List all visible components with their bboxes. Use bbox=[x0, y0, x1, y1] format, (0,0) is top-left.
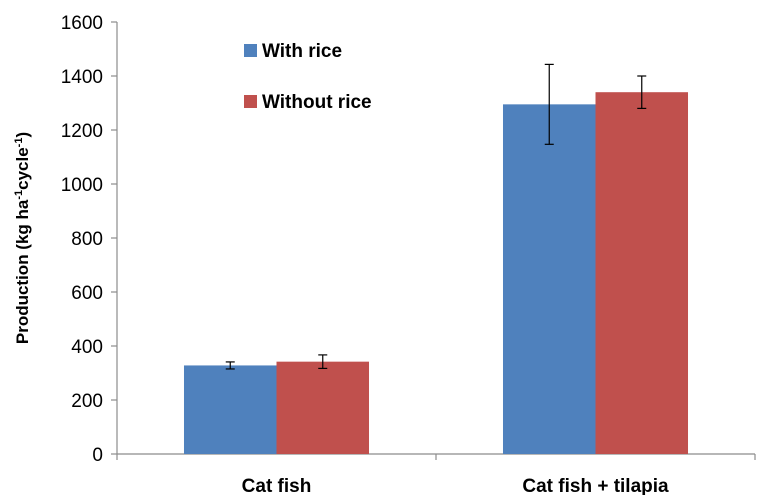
x-category-label: Cat fish + tilapia bbox=[522, 476, 669, 495]
y-tick-label: 200 bbox=[71, 391, 103, 412]
error-bar-with-rice bbox=[225, 361, 235, 370]
legend-swatch-without-rice bbox=[244, 95, 257, 108]
y-tick-label: 1600 bbox=[61, 13, 103, 34]
bar-without-rice bbox=[276, 361, 370, 454]
y-tick-label: 1400 bbox=[61, 67, 103, 88]
legend-item-without-rice: Without rice bbox=[244, 92, 372, 113]
y-ticks: 0 200 400 600 800 1000 1200 1400 1600 bbox=[61, 13, 117, 466]
bar-with-rice bbox=[183, 365, 277, 454]
legend-label-without-rice: Without rice bbox=[262, 92, 372, 113]
y-axis-label-mid: cycle bbox=[13, 147, 32, 190]
y-axis-label: Production (kg ha-1cycle-1) bbox=[13, 132, 32, 344]
legend: With rice Without rice bbox=[244, 41, 372, 113]
y-tick-label: 400 bbox=[71, 337, 103, 358]
x-ticks: Cat fish Cat fish + tilapia bbox=[116, 454, 756, 495]
error-bar-without-rice bbox=[637, 75, 647, 110]
legend-swatch-with-rice bbox=[244, 44, 257, 57]
y-tick-label: 1000 bbox=[61, 175, 103, 196]
y-tick-label: 1200 bbox=[61, 121, 103, 142]
y-tick-label: 0 bbox=[92, 445, 103, 466]
y-axis-label-end: ) bbox=[13, 132, 32, 138]
legend-item-with-rice: With rice bbox=[244, 41, 342, 62]
x-category-label: Cat fish bbox=[242, 476, 312, 495]
bars bbox=[183, 92, 689, 454]
y-axis-label-main: Production (kg ha bbox=[13, 199, 32, 344]
y-axis-label-exp2: -1 bbox=[13, 138, 25, 148]
error-bar-without-rice bbox=[318, 354, 328, 370]
y-axis-label-exp1: -1 bbox=[13, 190, 25, 200]
error-bar-with-rice bbox=[544, 63, 554, 145]
y-tick-label: 800 bbox=[71, 229, 103, 250]
bar-with-rice bbox=[502, 104, 596, 454]
error-bars bbox=[225, 63, 647, 370]
y-tick-label: 600 bbox=[71, 283, 103, 304]
bar-without-rice bbox=[595, 92, 689, 454]
legend-label-with-rice: With rice bbox=[262, 41, 342, 62]
